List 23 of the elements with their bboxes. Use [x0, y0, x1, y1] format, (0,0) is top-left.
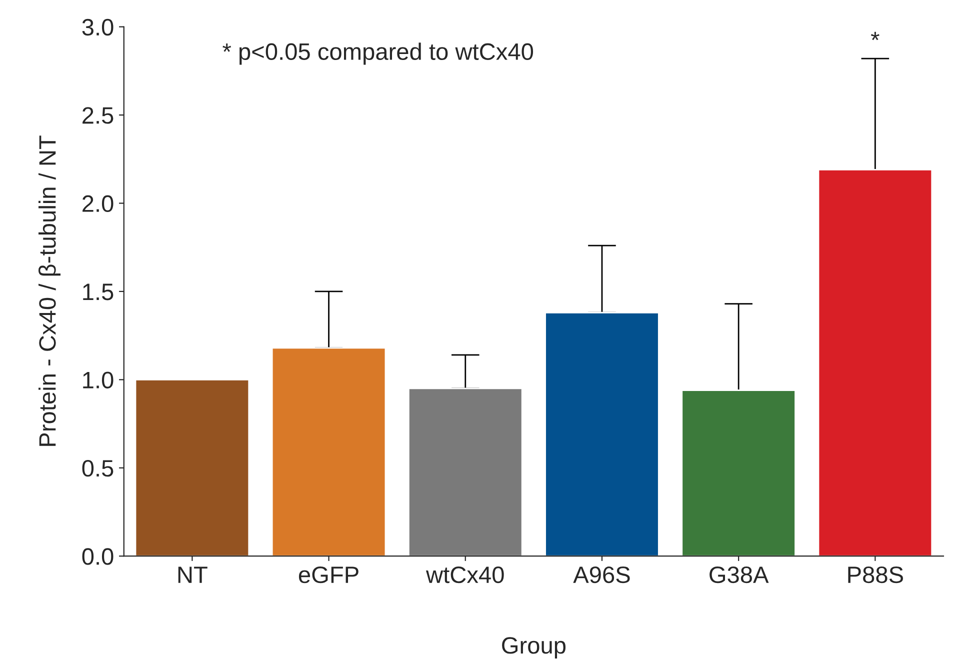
- x-axis-title: Group: [502, 637, 566, 658]
- x-tick-label: NT: [178, 566, 208, 583]
- x-tick-label: P88S: [848, 566, 903, 584]
- y-tick-label: 0.5: [82, 460, 114, 477]
- y-axis-title: Protein - Cx40 / β-tubulin / NT: [38, 136, 61, 446]
- bar: [544, 312, 660, 556]
- x-tick-label: wtCx40: [426, 566, 504, 584]
- y-tick-label: 2.5: [82, 107, 114, 124]
- y-tick-label: 2.0: [82, 195, 114, 212]
- annotation: *: [870, 32, 880, 40]
- y-tick-label: 1.0: [83, 372, 114, 388]
- y-tick-label: 0.0: [82, 548, 114, 565]
- bar: [681, 390, 796, 556]
- bar: [134, 378, 250, 556]
- y-tick-label: 3.0: [82, 18, 114, 36]
- x-tick-label: A96S: [573, 566, 630, 584]
- bar: [271, 347, 386, 556]
- bar: [818, 169, 933, 556]
- x-tick-label: G38A: [710, 566, 769, 584]
- bar: [408, 388, 523, 556]
- annotation: * p<0.05 compared to wtCx40: [222, 42, 534, 65]
- x-tick-label: eGFP: [298, 566, 358, 584]
- y-tick-label: 1.5: [83, 284, 114, 300]
